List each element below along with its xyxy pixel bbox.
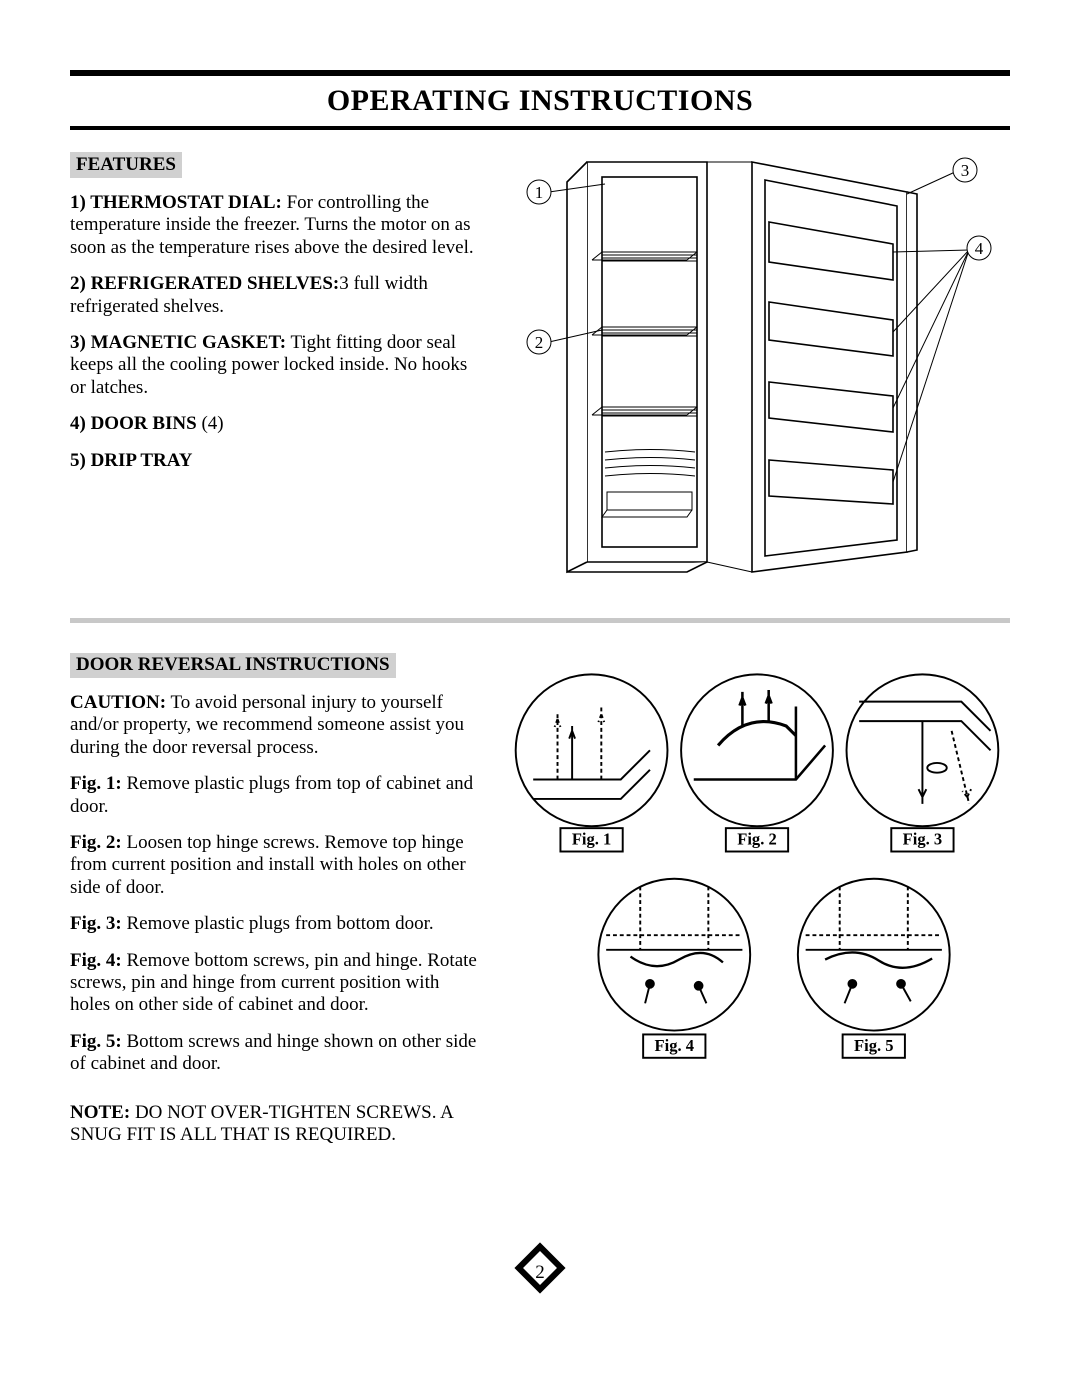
features-diagram-col: 1 2 3 4 <box>504 152 1010 582</box>
step-5-text: Bottom screws and hinge shown on other s… <box>70 1031 476 1074</box>
step-4: Fig. 4: Remove bottom screws, pin and hi… <box>70 950 484 1017</box>
step-4-label: Fig. 4: <box>70 950 122 971</box>
features-section: FEATURES 1) THERMOSTAT DIAL: For control… <box>70 152 1010 582</box>
feature-1-label: 1) THERMOSTAT DIAL: <box>70 192 282 213</box>
fig3-label: Fig. 3 <box>903 830 943 849</box>
feature-4: 4) DOOR BINS (4) <box>70 413 484 435</box>
step-2-text: Loosen top hinge screws. Remove top hing… <box>70 832 466 898</box>
fig5-label: Fig. 5 <box>854 1036 894 1055</box>
top-rule-thin <box>70 126 1010 130</box>
page-title: OPERATING INSTRUCTIONS <box>70 84 1010 118</box>
feature-4-text: (4) <box>197 413 224 434</box>
step-3: Fig. 3: Remove plastic plugs from bottom… <box>70 913 484 935</box>
page-number: 2 <box>70 1262 1010 1284</box>
feature-5-label: 5) DRIP TRAY <box>70 450 192 471</box>
step-1-label: Fig. 1: <box>70 773 122 794</box>
feature-2: 2) REFRIGERATED SHELVES:3 full width ref… <box>70 273 484 318</box>
step-5-label: Fig. 5: <box>70 1031 122 1052</box>
fig2-label: Fig. 2 <box>737 830 777 849</box>
callout-4: 4 <box>975 239 984 258</box>
fig4-label: Fig. 4 <box>655 1036 695 1055</box>
reversal-section: DOOR REVERSAL INSTRUCTIONS CAUTION: To a… <box>70 653 1010 1160</box>
caution-label: CAUTION: <box>70 692 166 713</box>
step-2: Fig. 2: Loosen top hinge screws. Remove … <box>70 832 484 899</box>
feature-4-label: 4) DOOR BINS <box>70 413 197 434</box>
step-2-label: Fig. 2: <box>70 832 122 853</box>
features-heading: FEATURES <box>70 152 182 178</box>
callout-2: 2 <box>535 333 544 352</box>
reversal-figures-col: Fig. 1 Fig. 2 <box>504 653 1010 1160</box>
note-label: NOTE: <box>70 1102 130 1123</box>
top-rule-thick <box>70 70 1010 76</box>
freezer-diagram: 1 2 3 4 <box>504 152 1010 582</box>
step-5: Fig. 5: Bottom screws and hinge shown on… <box>70 1031 484 1076</box>
page-number-ornament: 2 <box>70 1250 1010 1313</box>
reversal-figures: Fig. 1 Fig. 2 <box>504 653 1010 1071</box>
features-text-col: FEATURES 1) THERMOSTAT DIAL: For control… <box>70 152 484 582</box>
feature-3: 3) MAGNETIC GASKET: Tight fitting door s… <box>70 332 484 399</box>
step-1-text: Remove plastic plugs from top of cabinet… <box>70 773 473 816</box>
feature-3-label: 3) MAGNETIC GASKET: <box>70 332 286 353</box>
feature-5: 5) DRIP TRAY <box>70 450 484 472</box>
section-divider <box>70 618 1010 623</box>
fig1-label: Fig. 1 <box>572 830 612 849</box>
reversal-note: NOTE: DO NOT OVER-TIGHTEN SCREWS. A SNUG… <box>70 1102 484 1147</box>
step-3-label: Fig. 3: <box>70 913 122 934</box>
step-3-text: Remove plastic plugs from bottom door. <box>122 913 434 934</box>
callout-3: 3 <box>961 161 970 180</box>
step-4-text: Remove bottom screws, pin and hinge. Rot… <box>70 950 477 1016</box>
reversal-caution: CAUTION: To avoid personal injury to you… <box>70 692 484 759</box>
reversal-text-col: DOOR REVERSAL INSTRUCTIONS CAUTION: To a… <box>70 653 484 1160</box>
reversal-heading: DOOR REVERSAL INSTRUCTIONS <box>70 653 396 678</box>
callout-1: 1 <box>535 183 544 202</box>
feature-1: 1) THERMOSTAT DIAL: For controlling the … <box>70 192 484 259</box>
feature-2-label: 2) REFRIGERATED SHELVES: <box>70 273 339 294</box>
step-1: Fig. 1: Remove plastic plugs from top of… <box>70 773 484 818</box>
